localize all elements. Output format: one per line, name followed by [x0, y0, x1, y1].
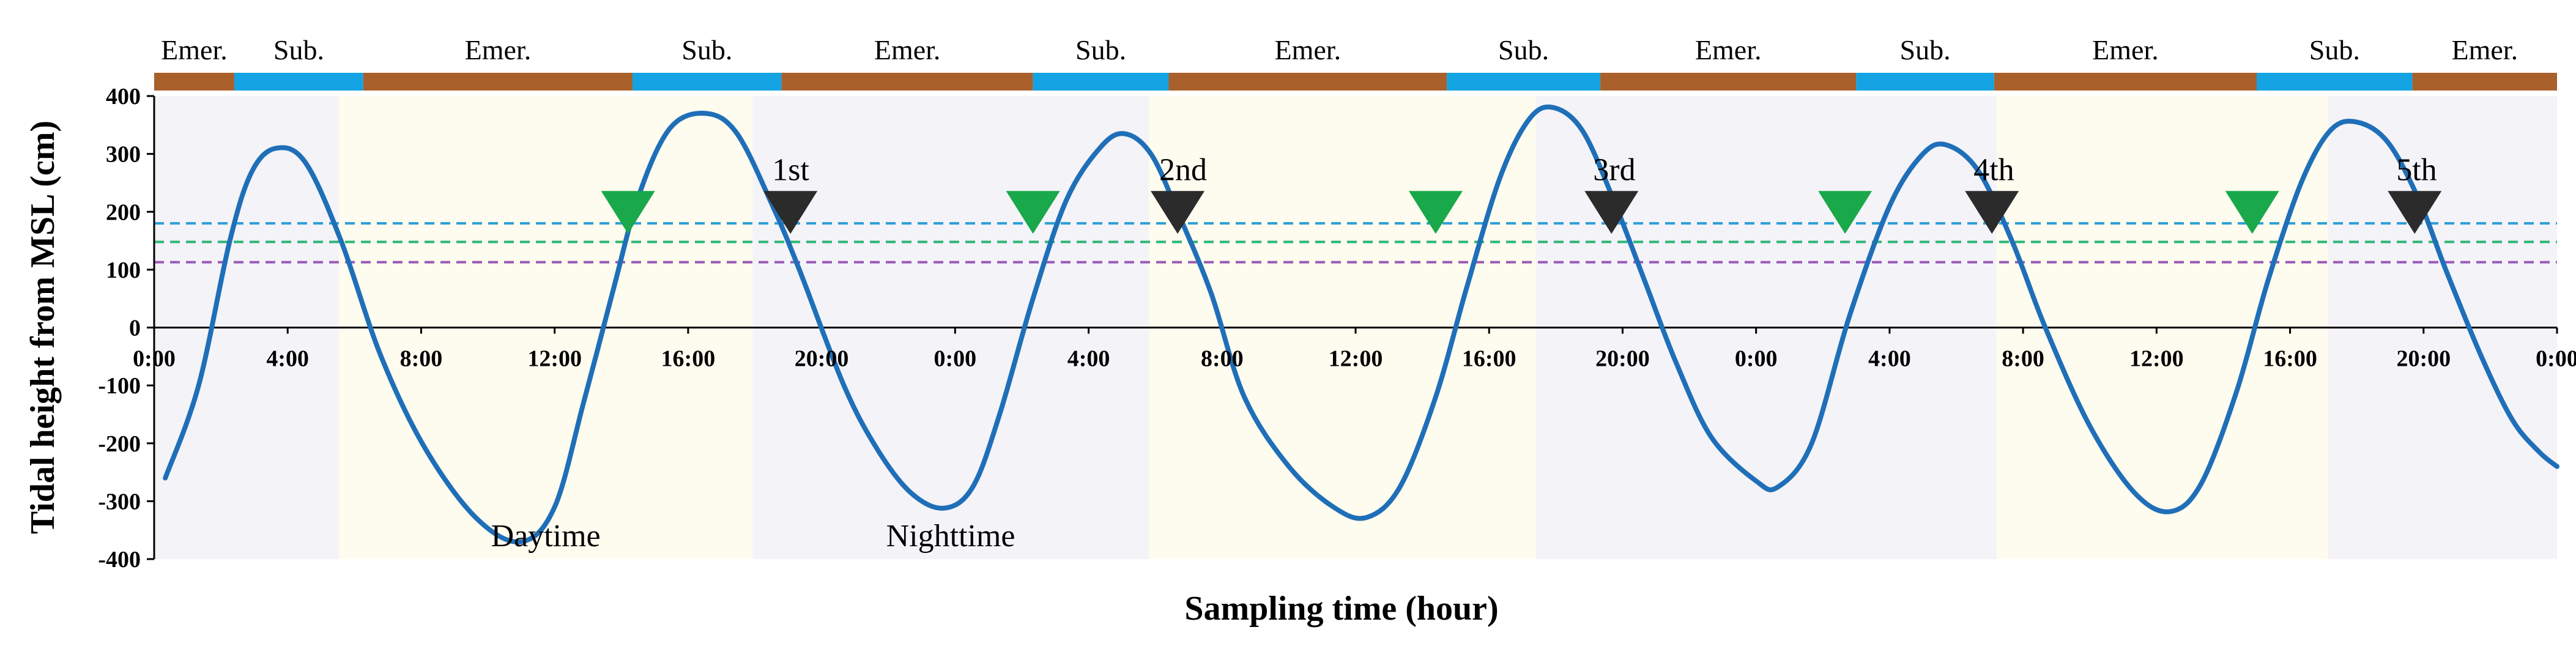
marker-triangle-0	[601, 191, 655, 234]
bar-segment-sub-7	[1447, 73, 1601, 91]
marker-triangle-2	[1006, 191, 1060, 234]
axes	[147, 95, 2558, 560]
marker-triangle-8	[2225, 191, 2279, 234]
x-tick-label-7: 4:00	[1067, 346, 1110, 372]
bar-segment-emer-8	[1600, 73, 1857, 91]
y-tick-label-2: 200	[106, 199, 141, 225]
marker-label-9: 5th	[2396, 152, 2437, 187]
y-tick-label-3: 100	[106, 258, 141, 283]
x-tick-label-14: 8:00	[2002, 346, 2044, 372]
x-tick-label-12: 0:00	[1735, 346, 1778, 372]
marker-triangle-1	[763, 191, 818, 234]
bar-label-6: Emer.	[1275, 34, 1342, 65]
bar-label-12: Emer.	[2452, 34, 2518, 65]
series-layer	[163, 104, 2559, 544]
marker-label-7: 4th	[1973, 152, 2014, 187]
bar-label-5: Sub.	[1075, 34, 1126, 65]
marker-triangle-5	[1584, 191, 1639, 234]
x-tick-label-3: 12:00	[527, 346, 582, 372]
bar-segment-emer-2	[363, 73, 633, 91]
bar-segment-sub-9	[1856, 73, 1994, 91]
bar-segment-emer-4	[781, 73, 1033, 91]
bar-segment-sub-3	[632, 73, 782, 91]
band-label-1: Daytime	[491, 519, 601, 554]
bar-label-2: Emer.	[465, 34, 532, 65]
y-axis-title: Tidal height from MSL (cm)	[24, 121, 62, 534]
x-tick-label-1: 4:00	[266, 346, 309, 372]
x-tick-label-6: 0:00	[934, 346, 977, 372]
bar-segment-emer-10	[1994, 73, 2257, 91]
reference-lines	[154, 222, 2557, 264]
bar-label-3: Sub.	[681, 34, 732, 65]
x-tick-label-2: 8:00	[400, 346, 443, 372]
bar-segment-emer-6	[1168, 73, 1447, 91]
tick-labels: 400 300 200 100 0 -100 -200 -300 -400 0:00 4:00 8:0…	[98, 84, 2576, 573]
band-label-2: Nighttime	[886, 519, 1015, 554]
x-tick-label-15: 12:00	[2129, 346, 2184, 372]
y-tick-label-0: 400	[106, 84, 141, 109]
x-axis-title: Sampling time (hour)	[1184, 590, 1498, 628]
marker-triangle-7	[1965, 191, 2019, 234]
marker-label-5: 3rd	[1593, 152, 1635, 187]
x-tick-label-13: 4:00	[1868, 346, 1911, 372]
bar-label-10: Emer.	[2092, 34, 2159, 65]
bar-label-0: Emer.	[161, 34, 228, 65]
x-tick-label-0: 0:00	[133, 346, 176, 372]
marker-triangle-3	[1151, 191, 1205, 234]
y-tick-label-6: -200	[98, 431, 141, 457]
y-tick-label-1: 300	[106, 142, 141, 168]
y-tick-label-5: -100	[98, 373, 141, 399]
bar-label-11: Sub.	[2309, 34, 2360, 65]
bar-segment-sub-5	[1033, 73, 1169, 91]
marker-triangle-9	[2388, 191, 2442, 234]
x-tick-label-11: 20:00	[1595, 346, 1650, 372]
x-tick-label-16: 16:00	[2263, 346, 2317, 372]
x-tick-label-4: 16:00	[661, 346, 716, 372]
y-tick-label-7: -300	[98, 489, 141, 514]
bar-label-9: Sub.	[1900, 34, 1951, 65]
bar-segment-emer-0	[154, 73, 234, 91]
bar-segment-sub-11	[2257, 73, 2413, 91]
y-tick-label-4: 0	[129, 316, 141, 341]
annotations: 1st 2nd 3rd 4th 5th Daytime Nighttime	[491, 152, 2437, 554]
bar-label-1: Sub.	[273, 34, 324, 65]
sampling-markers	[601, 191, 2442, 234]
bar-label-8: Emer.	[1695, 34, 1762, 65]
x-tick-label-8: 8:00	[1201, 346, 1244, 372]
marker-label-3: 2nd	[1159, 152, 1207, 187]
bar-label-4: Emer.	[874, 34, 941, 65]
x-tick-label-5: 20:00	[795, 346, 849, 372]
x-tick-label-10: 16:00	[1462, 346, 1516, 372]
x-tick-label-17: 20:00	[2396, 346, 2451, 372]
bar-label-7: Sub.	[1498, 34, 1549, 65]
marker-triangle-4	[1408, 191, 1463, 234]
x-tick-label-18: 0:00	[2536, 346, 2576, 372]
y-tick-label-8: -400	[98, 547, 141, 573]
bar-segment-emer-12	[2412, 73, 2557, 91]
x-tick-label-9: 12:00	[1329, 346, 1383, 372]
marker-triangle-6	[1818, 191, 1873, 234]
bar-segment-sub-1	[234, 73, 363, 91]
submersion-bar: Emer. Sub. Emer. Sub. Emer. Sub. Emer. Sub. Emer…	[154, 34, 2557, 91]
marker-label-1: 1st	[772, 152, 809, 187]
tide-curve-line-0	[163, 104, 2559, 544]
